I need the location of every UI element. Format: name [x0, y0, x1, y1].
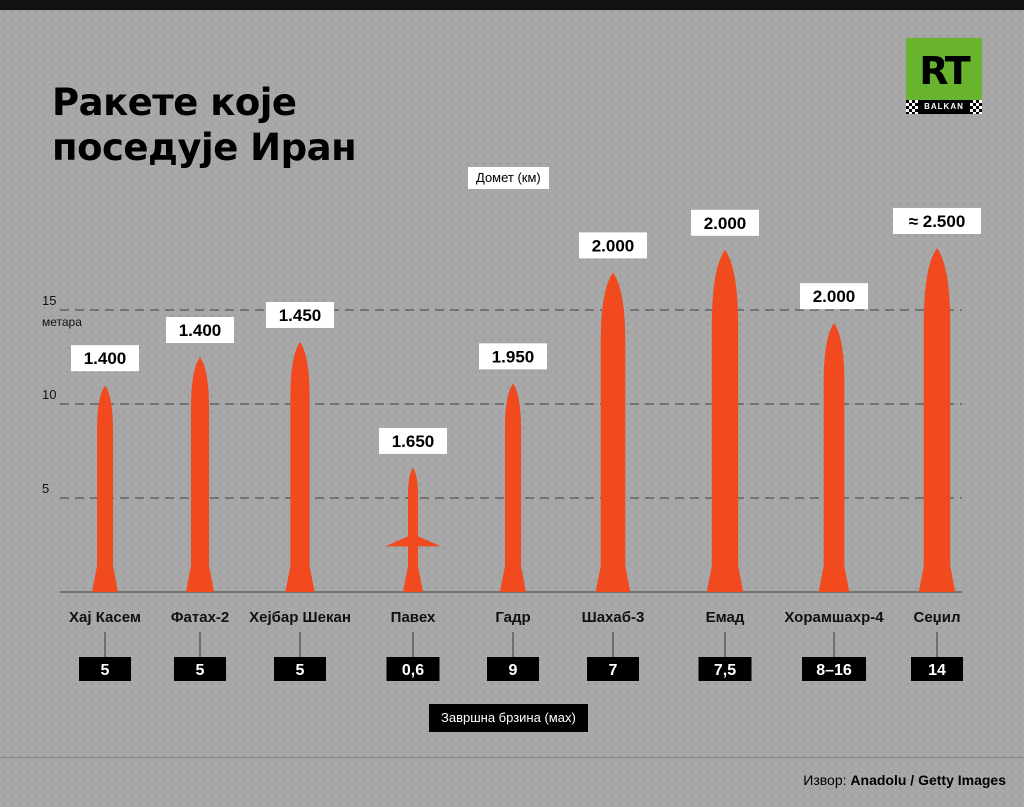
category-label: Хорамшахр-4: [784, 609, 884, 626]
range-label-box: [379, 427, 447, 454]
category-label: Хај Касем: [69, 609, 141, 626]
range-value-label: 1.400: [179, 321, 222, 340]
speed-value-label: 14: [928, 662, 946, 679]
missile-wings: [385, 536, 441, 547]
y-tick-label: 10: [42, 387, 56, 402]
page-title: Ракете које поседује Иран: [52, 80, 357, 170]
missile-body: [290, 341, 310, 592]
speed-label-box: [174, 657, 226, 681]
range-value-label: 2.000: [704, 214, 747, 233]
category-label: Гадр: [495, 609, 530, 626]
speed-label-box: [802, 657, 866, 681]
speed-value-label: 5: [196, 662, 205, 679]
y-axis-label: метара: [42, 315, 82, 329]
range-label-box: [893, 207, 981, 234]
speed-value-label: 9: [509, 662, 518, 679]
checker-pattern-right: [970, 100, 982, 114]
speed-value-label: 5: [101, 662, 110, 679]
speed-value-label: 0,6: [402, 662, 424, 679]
missile-fins: [92, 566, 118, 592]
range-value-label: 1.400: [84, 349, 127, 368]
speed-label-box: [587, 657, 639, 681]
range-label: Домет (км): [468, 167, 549, 189]
source-credit: Извор: Anadolu / Getty Images: [803, 772, 1006, 788]
range-value-label: 1.650: [392, 432, 435, 451]
rt-balkan-logo: RT BALKAN: [906, 38, 982, 114]
y-tick-label: 5: [42, 481, 49, 496]
range-label-box: [800, 283, 868, 310]
title-line-2: поседује Иран: [52, 126, 357, 169]
speed-label-box: [274, 657, 326, 681]
range-value-label: 1.950: [492, 347, 535, 366]
range-value-label: 1.450: [279, 306, 322, 325]
missile: 2.000 Хорамшахр-4 8–16: [784, 283, 884, 681]
source-text: Anadolu / Getty Images: [850, 772, 1006, 788]
missile-body: [923, 247, 951, 592]
missile: 1.400 Фатах-2 5: [166, 317, 234, 681]
speed-label-box: [911, 657, 963, 681]
range-label-box: [691, 209, 759, 236]
speed-label-box: [698, 657, 752, 681]
category-label: Павех: [391, 609, 436, 626]
missile-fins: [706, 566, 744, 592]
range-label-box: [266, 301, 334, 328]
missile: 1.450 Хејбар Шекан 5: [249, 301, 351, 681]
y-tick-label: 15: [42, 293, 56, 308]
checker-pattern-left: [906, 100, 918, 114]
speed-label: Завршна брзина (мах): [429, 704, 588, 732]
missile-body: [823, 323, 845, 592]
missile-fins: [285, 566, 315, 592]
range-label-box: [71, 345, 139, 372]
bottom-divider: [0, 757, 1024, 758]
title-line-1: Ракете које: [52, 81, 297, 124]
missile: 2.000 Шахаб-3 7: [579, 232, 647, 681]
missile-fins: [595, 566, 631, 592]
missile-body: [711, 249, 739, 592]
range-label-box: [579, 232, 647, 259]
missile-fins: [918, 566, 956, 592]
range-label-box: [479, 343, 547, 370]
category-label: Фатах-2: [171, 609, 230, 626]
missile: 1.950 Гадр 9: [479, 343, 547, 681]
missile: 1.400 Хај Касем 5: [69, 345, 141, 681]
category-label: Сеџил: [914, 609, 961, 626]
missile-body: [600, 272, 626, 592]
speed-label-box: [487, 657, 539, 681]
category-label: Шахаб-3: [582, 609, 645, 626]
missile-body: [190, 357, 210, 592]
speed-label-box: [79, 657, 131, 681]
missile-body: [504, 383, 522, 592]
source-prefix: Извор:: [803, 772, 851, 788]
range-value-label: 2.000: [592, 236, 635, 255]
logo-main-text: RT: [919, 49, 970, 93]
top-bar: [0, 0, 1024, 10]
missile-body: [97, 385, 113, 592]
category-label: Емад: [706, 609, 745, 626]
missile-fins: [403, 566, 423, 592]
category-label: Хејбар Шекан: [249, 609, 351, 626]
missile: 1.650 Павех 0,6: [379, 427, 447, 681]
range-value-label: ≈ 2.500: [909, 212, 966, 231]
speed-label-box: [386, 657, 440, 681]
missile-fins: [818, 566, 850, 592]
logo-strip: BALKAN: [906, 100, 982, 114]
missile-body: [408, 467, 418, 592]
speed-value-label: 5: [296, 662, 305, 679]
range-value-label: 2.000: [813, 287, 856, 306]
missile: 2.000 Емад 7,5: [691, 209, 759, 681]
missile: ≈ 2.500 Сеџил 14: [893, 207, 981, 681]
speed-value-label: 8–16: [816, 662, 852, 679]
missile-fins: [499, 566, 527, 592]
missile-fins: [185, 566, 215, 592]
logo-sub-text: BALKAN: [924, 102, 964, 111]
range-label-box: [166, 317, 234, 343]
speed-value-label: 7: [609, 662, 618, 679]
speed-value-label: 7,5: [714, 662, 736, 679]
